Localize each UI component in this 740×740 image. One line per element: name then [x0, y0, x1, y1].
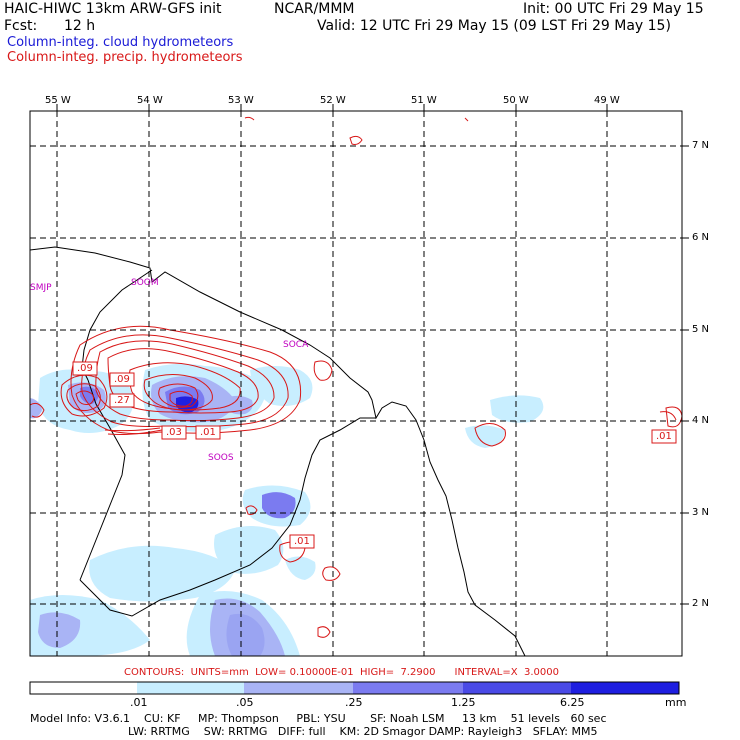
- lon-label: 49 W: [594, 95, 620, 106]
- forecast-hour: 12 h: [64, 18, 96, 34]
- contour-label: .01: [294, 536, 310, 547]
- axis-ticks: [56, 104, 689, 605]
- forecast-label: Fcst:: [4, 18, 38, 34]
- contour-label: .03: [166, 427, 182, 438]
- colorbar-tick: 6.25: [560, 696, 585, 709]
- lon-label: 52 W: [320, 95, 346, 106]
- contour-label: .09: [114, 374, 130, 385]
- colorbar-unit: mm: [665, 696, 687, 709]
- colorbar-tick: .25: [345, 696, 363, 709]
- valid-time: Valid: 12 UTC Fri 29 May 15 (09 LST Fri …: [317, 18, 671, 34]
- model-info-line1: Model Info: V3.6.1 CU: KF MP: Thompson P…: [30, 712, 607, 725]
- contour-label: .09: [77, 363, 93, 374]
- map-frame: [29, 110, 683, 657]
- model-info-line2: LW: RRTMG SW: RRTMG DIFF: full KM: 2D Sm…: [128, 725, 598, 738]
- contour-label-box: [72, 361, 98, 376]
- lon-label: 55 W: [45, 95, 71, 106]
- contour-label-box: [109, 372, 135, 387]
- contour-label-box: [289, 534, 315, 549]
- contour-label: .01: [656, 431, 672, 442]
- contour-label-box: [651, 429, 677, 444]
- station-label: SOOM: [131, 278, 159, 288]
- lat-label: 2 N: [692, 598, 710, 609]
- lat-lon-grid: [30, 111, 682, 656]
- org-label: NCAR/MMM: [274, 1, 355, 17]
- contour-label-box: [109, 393, 135, 408]
- contour-label-box: [161, 425, 187, 440]
- colorbar-tick: .05: [236, 696, 254, 709]
- lat-label: 6 N: [692, 232, 710, 243]
- lat-label: 3 N: [692, 507, 710, 518]
- station-label: SMJP: [30, 283, 52, 293]
- colorbar-tick: .01: [130, 696, 148, 709]
- lon-label: 53 W: [228, 95, 254, 106]
- init-time: Init: 00 UTC Fri 29 May 15: [523, 1, 704, 17]
- model-title: HAIC-HIWC 13km ARW-GFS init: [4, 1, 222, 17]
- precip-contours: [30, 116, 682, 638]
- legend-cloud: Column-integ. cloud hydrometeors: [7, 35, 234, 50]
- lat-label: 5 N: [692, 324, 710, 335]
- coastline: [30, 246, 526, 656]
- station-label: SOCA: [283, 340, 309, 350]
- contour-label-box: [195, 425, 221, 440]
- contours-info: CONTOURS: UNITS=mm LOW= 0.10000E-01 HIGH…: [124, 667, 559, 678]
- legend-precip: Column-integ. precip. hydrometeors: [7, 50, 243, 65]
- contour-label: .27: [114, 395, 130, 406]
- lat-label: 4 N: [692, 415, 710, 426]
- colorbar-tick: 1.25: [451, 696, 476, 709]
- lon-label: 50 W: [503, 95, 529, 106]
- color-bar: [29, 681, 680, 695]
- station-label: SOOS: [208, 453, 234, 463]
- lat-label: 7 N: [692, 140, 710, 151]
- cloud-shading: [30, 363, 544, 656]
- lon-label: 54 W: [137, 95, 163, 106]
- contour-label: .01: [200, 427, 216, 438]
- lon-label: 51 W: [411, 95, 437, 106]
